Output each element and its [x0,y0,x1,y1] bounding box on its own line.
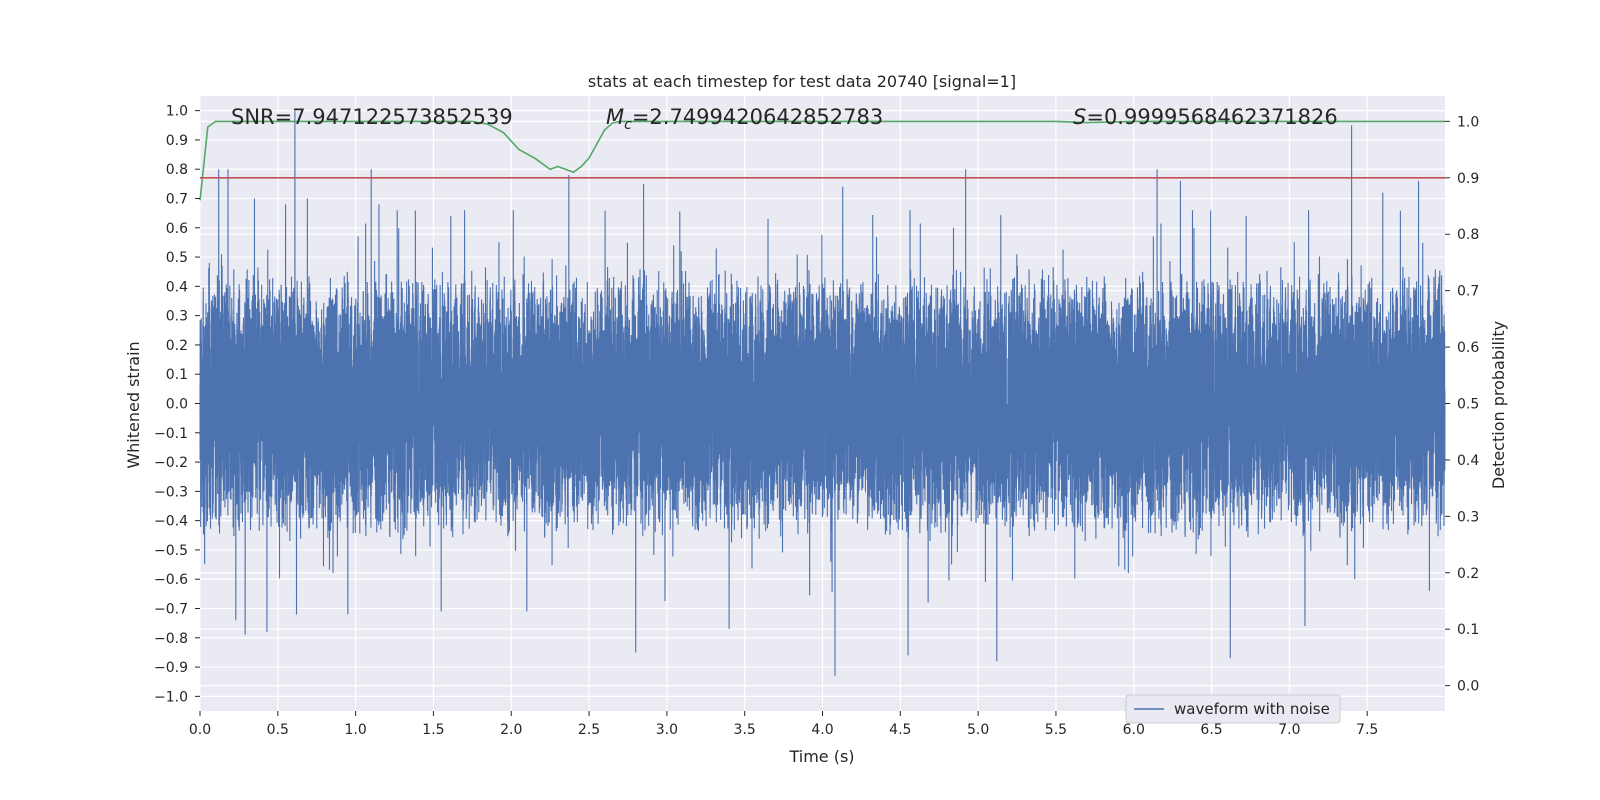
y-left-tick-label: 0.1 [166,367,188,383]
y-right-tick-label: 0.1 [1457,622,1479,638]
legend-label: waveform with noise [1174,700,1330,718]
y-axis-right-label: Detection probability [1489,321,1508,489]
y-left-tick-label: 1.0 [166,104,188,120]
y-right-tick-label: 1.0 [1457,114,1479,130]
chart-title: stats at each timestep for test data 207… [588,72,1016,91]
waveform-series [199,110,1446,676]
snr-annotation: SNR=7.947122573852539 [231,105,513,129]
y-right-tick-label: 0.4 [1457,453,1479,469]
y-right-tick-label: 0.5 [1457,397,1479,413]
x-tick-label: 3.0 [656,722,678,738]
y-left-tick-label: −0.1 [154,426,188,442]
x-tick-label: 7.5 [1356,722,1378,738]
x-tick-label: 0.5 [267,722,289,738]
x-tick-label: 3.5 [734,722,756,738]
y-right-tick-label: 0.6 [1457,340,1479,356]
s-annotation: S=0.9999568462371826 [1073,105,1338,129]
y-left-tick-label: −0.3 [154,484,188,500]
mc-value: =2.7499420642852783 [632,105,883,129]
y-right-tick-label: 0.3 [1457,509,1479,525]
waveform-line [199,110,1446,676]
y-left-tick-label: 0.3 [166,309,188,325]
y-right-tick-label: 0.9 [1457,171,1479,187]
y-axis-left-ticks: 1.0 0.9 0.8 0.7 0.6 0.5 0.4 0.3 0.2 0.1 0.0 −0.1 −0.… [154,104,200,705]
y-left-tick-label: −0.7 [154,602,188,618]
y-left-tick-label: 0.7 [166,192,188,208]
y-left-tick-label: −0.5 [154,543,188,559]
mc-subscript: c [624,117,632,133]
x-tick-label: 0.0 [189,722,211,738]
y-axis-right-ticks: 1.0 0.9 0.8 0.7 0.6 0.5 0.4 0.3 0.2 0.1 0.0 [1445,114,1479,695]
y-right-tick-label: 0.2 [1457,566,1479,582]
x-axis-label: Time (s) [788,747,854,766]
y-left-tick-label: 0.5 [166,250,188,266]
y-left-tick-label: −0.8 [154,631,188,647]
x-tick-label: 5.5 [1045,722,1067,738]
y-left-tick-label: −0.9 [154,660,188,676]
probability-series [199,120,1445,201]
y-right-tick-label: 0.8 [1457,227,1479,243]
y-left-tick-label: 0.8 [166,162,188,178]
y-left-tick-label: −0.2 [154,455,188,471]
y-left-tick-label: −0.4 [154,514,188,530]
x-tick-label: 5.0 [967,722,989,738]
y-axis-left-label: Whitened strain [124,341,143,468]
y-left-tick-label: 0.6 [166,221,188,237]
x-tick-label: 1.0 [344,722,366,738]
s-symbol: S [1073,105,1086,129]
y-left-tick-label: 0.9 [166,133,188,149]
y-left-tick-label: −1.0 [154,689,188,705]
x-tick-label: 4.0 [811,722,833,738]
y-right-tick-label: 0.0 [1457,679,1479,695]
x-tick-label: 2.5 [578,722,600,738]
y-left-tick-label: 0.0 [166,397,188,413]
legend: waveform with noise [1125,694,1341,724]
x-tick-label: 6.5 [1200,722,1222,738]
x-tick-label: 2.0 [500,722,522,738]
legend-box [1125,694,1341,724]
mc-symbol: M [606,105,624,129]
x-tick-label: 7.0 [1278,722,1300,738]
y-left-tick-label: 0.2 [166,338,188,354]
x-axis-ticks: 0.0 0.5 1.0 1.5 2.0 2.5 3.0 3.5 4.0 4.5 5.0 5.5 6.0 6… [189,711,1378,738]
mc-annotation: Mc=2.7499420642852783 [606,105,883,133]
probability-line [199,120,1445,201]
x-tick-label: 6.0 [1123,722,1145,738]
y-left-tick-label: −0.6 [154,572,188,588]
y-right-tick-label: 0.7 [1457,284,1479,300]
s-value: =0.9999568462371826 [1086,105,1337,129]
y-left-tick-label: 0.4 [166,279,188,295]
x-tick-label: 1.5 [422,722,444,738]
x-tick-label: 4.5 [889,722,911,738]
